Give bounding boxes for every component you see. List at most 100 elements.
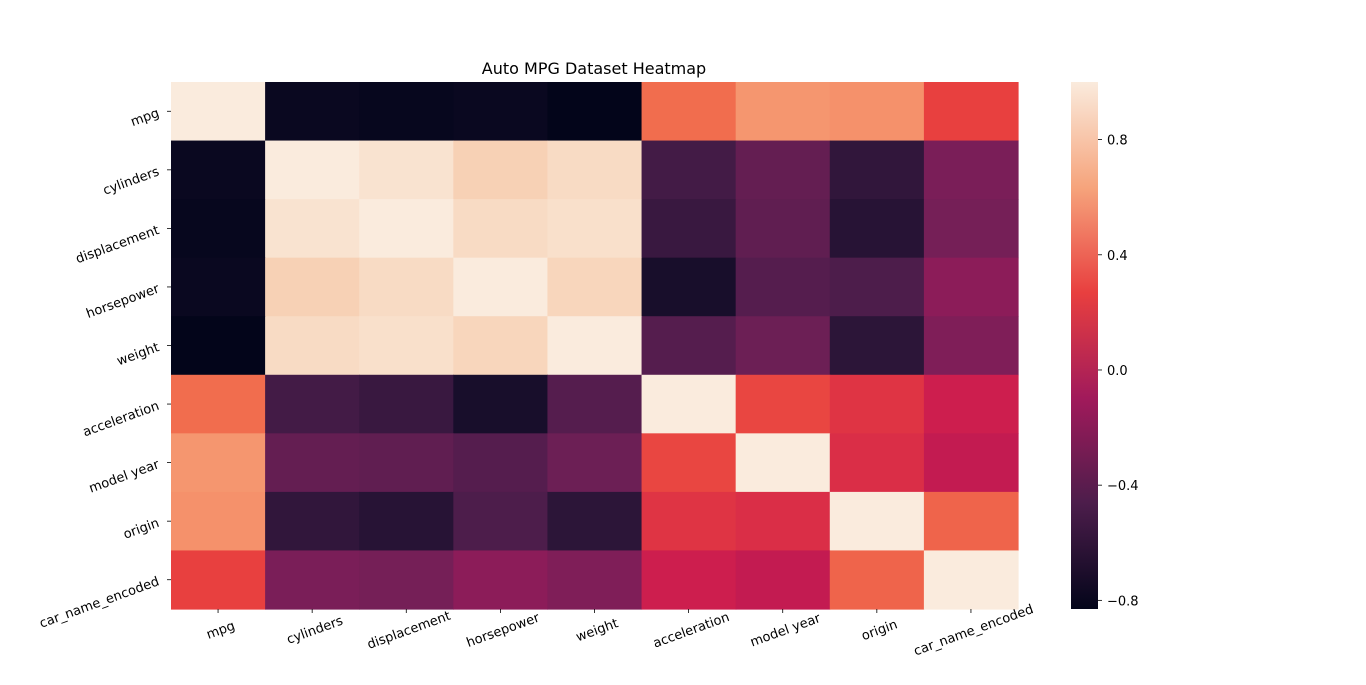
- heatmap-cell: [171, 140, 266, 200]
- heatmap-cell: [641, 491, 737, 552]
- x-tick-label: origin: [860, 617, 900, 644]
- heatmap-cell: [547, 316, 643, 376]
- heatmap-cell: [547, 374, 643, 434]
- colorbar-tick-label: −0.8: [1107, 594, 1139, 609]
- heatmap-cell: [735, 82, 831, 142]
- heatmap-cell: [641, 316, 737, 376]
- heatmap-cell: [829, 140, 925, 200]
- heatmap-cell: [735, 491, 831, 552]
- heatmap-cell: [923, 199, 1019, 259]
- heatmap-cell: [829, 82, 925, 142]
- heatmap-cell: [547, 82, 643, 142]
- heatmap-cell: [735, 374, 831, 434]
- colorbar: −0.8 −0.4 0.0 0.4 0.8: [1071, 82, 1139, 609]
- heatmap-cell: [171, 257, 266, 317]
- heatmap-cell: [265, 491, 360, 552]
- x-tick-label: cylinders: [285, 614, 345, 648]
- x-tick-label: horsepower: [465, 610, 543, 650]
- heatmap-cell: [453, 433, 549, 493]
- y-tick-label: cylinders: [101, 164, 161, 198]
- heatmap-cell: [265, 140, 360, 200]
- y-tick-label: model year: [87, 457, 162, 496]
- heatmap-cell: [265, 550, 360, 610]
- y-tick-label: car_name_encoded: [38, 574, 162, 631]
- heatmap-cell: [547, 199, 643, 259]
- heatmap-cell: [923, 550, 1019, 610]
- heatmap-cell: [735, 199, 831, 259]
- heatmap-cell: [923, 257, 1019, 317]
- heatmap-cell: [265, 374, 360, 434]
- heatmap-cell: [829, 316, 925, 376]
- heatmap-cell: [359, 257, 454, 317]
- colorbar-tick-label: 0.4: [1107, 249, 1128, 264]
- x-tick-label: mpg: [205, 619, 238, 643]
- x-tick-label: car_name_encoded: [912, 602, 1036, 659]
- heatmap-cell: [265, 199, 360, 259]
- heatmap-cell: [547, 433, 643, 493]
- heatmap-cell: [923, 374, 1019, 434]
- heatmap-cell: [171, 82, 266, 142]
- heatmap-cell: [735, 316, 831, 376]
- heatmap-cell: [359, 82, 454, 142]
- heatmap-cell: [641, 257, 737, 317]
- y-tick-label: origin: [121, 516, 161, 543]
- y-tick-label: weight: [115, 340, 161, 369]
- heatmap-cell: [453, 316, 549, 376]
- heatmap-cell: [453, 374, 549, 434]
- x-tick-label: acceleration: [651, 610, 731, 651]
- heatmap-cell: [359, 140, 454, 200]
- heatmap-cell: [735, 433, 831, 493]
- colorbar-tick-label: −0.4: [1107, 479, 1139, 494]
- heatmap-cell: [171, 374, 266, 434]
- heatmap-cell: [829, 374, 925, 434]
- heatmap-cell: [547, 491, 643, 552]
- x-tick-labels: mpg cylinders displacement horsepower weight…: [205, 602, 1036, 659]
- heatmap-cell: [359, 550, 454, 610]
- heatmap-cell: [171, 550, 266, 610]
- colorbar-tick-label: 0.8: [1107, 134, 1128, 149]
- heatmap-cell: [171, 433, 266, 493]
- heatmap-cell: [829, 257, 925, 317]
- heatmap-cell: [641, 82, 737, 142]
- heatmap-cell: [641, 199, 737, 259]
- heatmap-cells: [171, 82, 1019, 610]
- heatmap-cell: [453, 550, 549, 610]
- colorbar-tick-label: 0.0: [1107, 364, 1128, 379]
- heatmap-cell: [829, 433, 925, 493]
- y-tick-labels: mpg cylinders displacement horsepower weight…: [38, 106, 171, 632]
- heatmap-cell: [171, 491, 266, 552]
- y-tick-label: horsepower: [84, 281, 162, 321]
- heatmap-cell: [829, 199, 925, 259]
- heatmap-cell: [453, 140, 549, 200]
- heatmap-cell: [735, 140, 831, 200]
- heatmap-cell: [923, 140, 1019, 200]
- heatmap-cell: [453, 257, 549, 317]
- heatmap-cell: [641, 140, 737, 200]
- x-tick-label: displacement: [365, 609, 452, 653]
- heatmap-cell: [641, 374, 737, 434]
- heatmap-cell: [265, 433, 360, 493]
- heatmap-cell: [265, 82, 360, 142]
- heatmap-cell: [547, 550, 643, 610]
- heatmap-cell: [735, 550, 831, 610]
- heatmap-cell: [453, 491, 549, 552]
- heatmap-cell: [829, 550, 925, 610]
- heatmap-cell: [265, 257, 360, 317]
- heatmap-cell: [359, 433, 454, 493]
- heatmap-cell: [641, 550, 737, 610]
- heatmap-cell: [265, 316, 360, 376]
- heatmap-cell: [171, 199, 266, 259]
- heatmap-cell: [829, 491, 925, 552]
- heatmap-cell: [641, 433, 737, 493]
- x-tick-label: model year: [748, 611, 823, 650]
- heatmap-cell: [453, 199, 549, 259]
- colorbar-gradient: [1071, 82, 1098, 609]
- y-tick-label: acceleration: [81, 399, 161, 440]
- heatmap-cell: [359, 316, 454, 376]
- chart-title: Auto MPG Dataset Heatmap: [482, 59, 706, 78]
- y-tick-label: displacement: [74, 223, 161, 267]
- y-tick-label: mpg: [129, 106, 162, 130]
- heatmap-cell: [453, 82, 549, 142]
- heatmap-cell: [923, 433, 1019, 493]
